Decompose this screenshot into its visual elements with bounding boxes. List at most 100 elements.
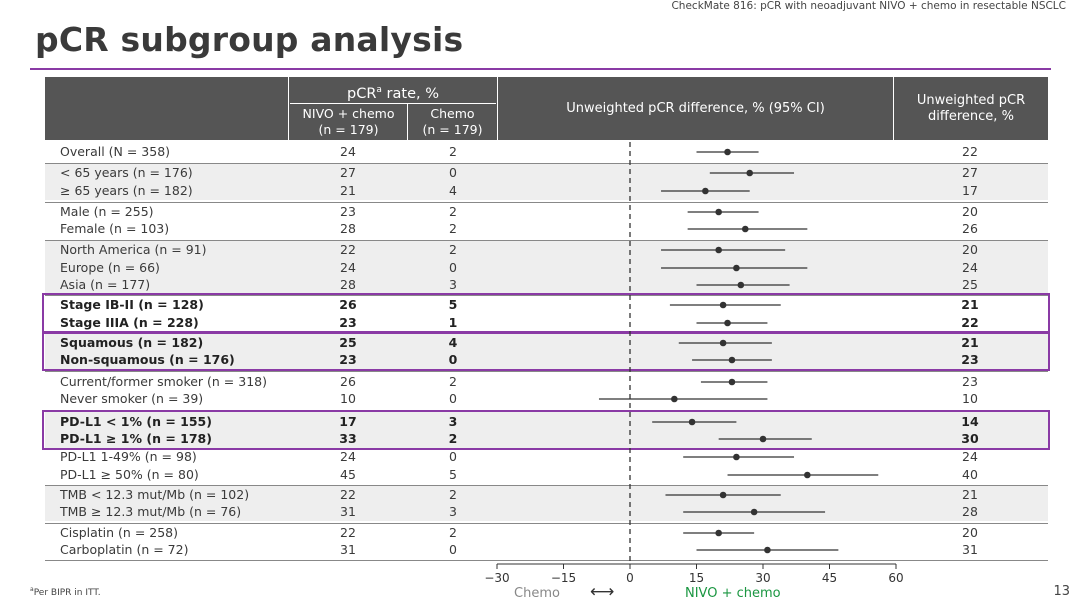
highlight-box [42,293,1050,334]
unweighted-diff: 26 [962,221,978,236]
subgroup-label: ≥ 65 years (n = 182) [60,183,193,198]
nivo-rate: 22 [340,487,356,502]
x-tick-label: 30 [755,571,771,585]
unweighted-col-line2: difference, % [928,109,1014,124]
nivo-rate: 21 [340,183,356,198]
pcr-rate-header: pCRa rate, % [290,82,496,102]
unweighted-diff: 21 [961,335,979,350]
axis-label-chemo: Chemo [514,586,560,601]
nivo-rate: 24 [340,144,356,159]
chemo-rate: 5 [448,297,458,312]
point-estimate [724,148,731,156]
x-tick-label: 0 [626,571,634,585]
chemo-rate: 2 [449,374,457,389]
chemo-rate: 2 [448,431,458,446]
page-number: 13 [1053,584,1070,599]
row-group-separator [45,240,1048,241]
unweighted-column-header: Unweighted pCR difference, % [894,93,1048,125]
unweighted-diff: 31 [962,542,978,557]
row-group-separator [45,295,1048,296]
unweighted-diff: 21 [961,297,979,312]
unweighted-diff: 20 [962,525,978,540]
subgroup-label: Asia (n = 177) [60,277,151,292]
chemo-rate: 4 [449,183,457,198]
chemo-rate: 0 [449,542,457,557]
unweighted-col-line1: Unweighted pCR [916,93,1026,108]
subgroup-label: PD-L1 1-49% (n = 98) [60,449,197,464]
pcr-rate-prefix: pCR [347,85,377,102]
point-estimate [733,264,740,272]
point-estimate [719,301,727,309]
subgroup-label: PD-L1 ≥ 1% (n = 178) [60,431,212,446]
point-estimate [688,418,696,426]
header-divider [893,77,894,140]
nivo-rate: 17 [339,414,357,429]
subgroup-label: Squamous (n = 182) [60,335,204,350]
chemo-rate: 2 [449,487,457,502]
header-caption: CheckMate 816: pCR with neoadjuvant NIVO… [671,0,1066,12]
chemo-rate: 3 [448,414,458,429]
subgroup-label: Male (n = 255) [60,204,154,219]
nivo-rate: 26 [339,297,357,312]
row-group-separator [45,485,1048,486]
axis-double-arrow: ⟷ [590,582,615,602]
subgroup-label: < 65 years (n = 176) [60,165,193,180]
row-group-shade [45,163,1048,200]
unweighted-diff: 10 [962,391,978,406]
unweighted-diff: 30 [961,431,979,446]
subgroup-label: TMB < 12.3 mut/Mb (n = 102) [60,487,250,502]
subgroup-label: Cisplatin (n = 258) [60,525,179,540]
highlight-box [42,331,1050,371]
point-estimate [733,453,740,461]
chemo-rate: 3 [449,277,457,292]
unweighted-diff: 28 [962,504,978,519]
chemo-rate: 0 [449,391,457,406]
pcr-rate-sup: a [376,85,382,95]
header-divider [290,103,496,104]
chemo-rate: 2 [449,242,457,257]
unweighted-diff: 20 [962,204,978,219]
unweighted-diff: 20 [962,242,978,257]
unweighted-diff: 24 [962,260,978,275]
point-estimate [750,508,758,516]
chemo-col-n: (n = 179) [422,122,483,137]
nivo-rate: 45 [340,467,356,482]
point-estimate [702,187,709,195]
x-tick-label: 15 [688,571,705,585]
point-estimate [724,319,731,327]
chemo-column-header: Chemo (n = 179) [408,106,497,138]
table-bottom-line [45,560,1048,561]
page-title: pCR subgroup analysis [35,20,464,59]
diff-ci-column-header: Unweighted pCR difference, % (95% CI) [566,101,825,116]
unweighted-diff: 22 [961,315,979,330]
chemo-rate: 5 [449,467,457,482]
unweighted-diff: 17 [962,183,978,198]
point-estimate [719,491,727,499]
subgroup-label: Never smoker (n = 39) [60,391,204,406]
x-tick-label: −30 [484,571,510,585]
chemo-rate: 2 [449,221,457,236]
footnote-text: Per BIPR in ITT. [33,588,101,598]
unweighted-diff: 24 [962,449,978,464]
row-group-shade [45,485,1048,521]
chemo-rate: 2 [449,204,457,219]
point-estimate [715,246,722,254]
point-estimate [764,546,771,554]
nivo-rate: 24 [340,260,356,275]
chemo-rate: 4 [448,335,458,350]
point-estimate [741,225,749,233]
chemo-rate: 1 [448,315,458,330]
header-divider [407,104,408,140]
chemo-rate: 0 [448,352,458,367]
nivo-rate: 22 [340,525,356,540]
title-divider [30,68,1051,70]
nivo-rate: 23 [339,352,357,367]
point-estimate [804,471,811,479]
nivo-rate: 27 [340,165,356,180]
nivo-rate: 28 [340,221,356,236]
table-header [45,77,1048,140]
subgroup-label: Stage IIIA (n = 228) [60,315,199,330]
nivo-rate: 28 [340,277,356,292]
subgroup-label: PD-L1 ≥ 50% (n = 80) [60,467,199,482]
nivo-rate: 26 [340,374,356,389]
